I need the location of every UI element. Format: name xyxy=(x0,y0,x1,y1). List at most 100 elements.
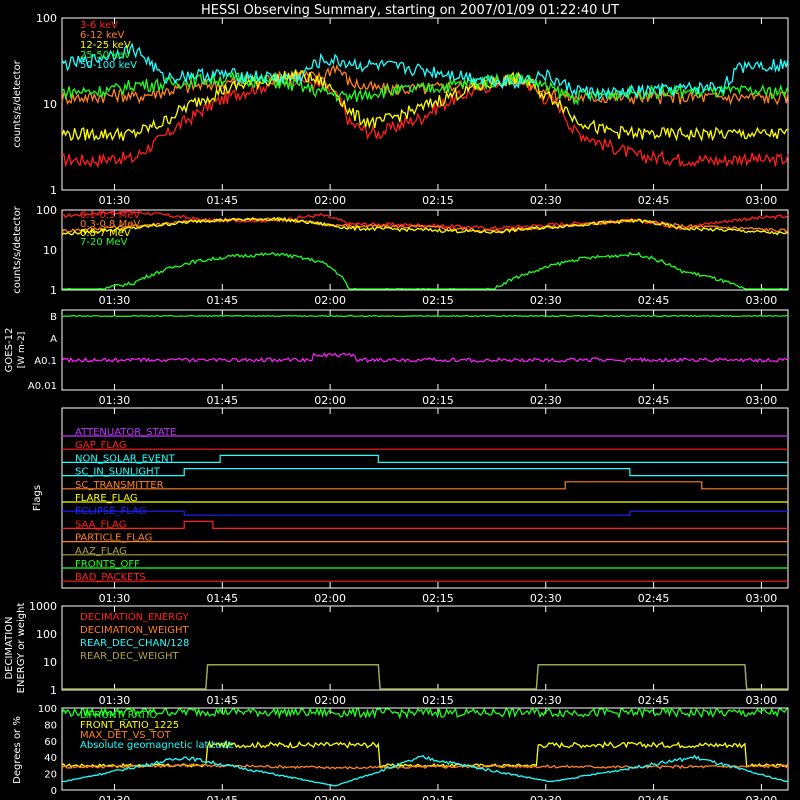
flag-label: AAZ_FLAG xyxy=(75,546,127,557)
panel-decim-ytick-label: 10 xyxy=(43,656,57,669)
panel-low-ytick-label: 1 xyxy=(50,184,57,197)
flag-label: SC_TRANSMITTER xyxy=(75,480,164,491)
flag-line xyxy=(62,481,788,490)
panel-high-xtick-label: 02:00 xyxy=(314,294,346,307)
panel-flags-xtick-label: 02:45 xyxy=(638,592,670,605)
panel-high-series-line xyxy=(61,216,789,236)
panel-low-xtick-label: 02:00 xyxy=(314,194,346,207)
panel-low-ytick-label: 10 xyxy=(43,98,57,111)
panel-decim-ylabel: DECIMATION xyxy=(4,616,15,679)
panel-low-frame xyxy=(61,17,789,191)
panel-decim-ylabel-2: ENERGY or weight xyxy=(16,603,27,694)
flag-label: NON_SOLAR_EVENT xyxy=(75,453,176,464)
flag-label: FLARE_FLAG xyxy=(75,493,138,504)
panel-high-ytick-label: 1 xyxy=(50,284,57,297)
panel-flags-xtick-label: 02:00 xyxy=(314,592,346,605)
panel-ratio-xtick-label: 03:00 xyxy=(746,794,778,800)
panel-high-ytick-label: 10 xyxy=(43,244,57,257)
panel-ratio-series-line xyxy=(61,740,789,768)
panel-decim-legend-entry: REAR_DEC_WEIGHT xyxy=(80,651,179,662)
panel-high-ylabel: counts/s/detector xyxy=(12,205,23,293)
panel-ratio-legend-entry: Absolute geomagnetic latitude xyxy=(80,740,234,751)
panel-flags-xtick-label: 02:30 xyxy=(530,592,562,605)
panel-high-series-line xyxy=(61,210,789,231)
panel-ratio-series-line xyxy=(61,754,789,787)
panel-high-xtick-label: 03:00 xyxy=(746,294,778,307)
panel-ratio-xtick-label: 02:45 xyxy=(638,794,670,800)
panel-goes-xtick-label: 01:45 xyxy=(206,394,238,407)
panel-goes-frame xyxy=(61,309,789,391)
panel-ratio-xtick-label: 02:30 xyxy=(530,794,562,800)
panel-decim-legend-entry: DECIMATION_ENERGY xyxy=(80,612,189,623)
panel-decim-ytick-label: 100 xyxy=(36,628,57,641)
flag-label: GAP_FLAG xyxy=(75,440,127,451)
panel-decim-xtick-label: 01:30 xyxy=(99,694,131,707)
panel-low-legend-entry: 25-50 keV xyxy=(80,50,131,61)
panel-high-legend-entry: 0.8-7 MeV xyxy=(80,228,131,239)
panel-goes-xtick-label: 02:15 xyxy=(422,394,454,407)
panel-low-series-line xyxy=(61,42,789,101)
panel-goes-ylabel: GOES-12 xyxy=(4,328,15,373)
flag-line xyxy=(62,510,788,516)
panel-ratio-xtick-label: 02:15 xyxy=(422,794,454,800)
panel-goes-series-line xyxy=(61,352,789,364)
panel-ratio-ytick-label: 0 xyxy=(51,786,57,797)
flag-label: SC_IN_SUNLIGHT xyxy=(75,467,161,478)
panel-decim-xtick-label: 02:00 xyxy=(314,694,346,707)
panel-ratio-xtick-label: 01:45 xyxy=(206,794,238,800)
panel-high-xtick-label: 01:30 xyxy=(99,294,131,307)
panel-decim-legend-entry: DECIMATION_WEIGHT xyxy=(80,625,189,636)
panel-ratio-xtick-label: 01:30 xyxy=(99,794,131,800)
flag-line xyxy=(62,454,788,463)
panel-high-series-line xyxy=(62,251,789,290)
panel-goes-xtick-label: 02:00 xyxy=(314,394,346,407)
chart-title: HESSI Observing Summary, starting on 200… xyxy=(201,3,619,18)
panel-decim-xtick-label: 02:45 xyxy=(638,694,670,707)
flag-label: PARTICLE_FLAG xyxy=(75,533,152,544)
panel-decim-xtick-label: 01:45 xyxy=(206,694,238,707)
panel-low-ylabel: counts/s/detector xyxy=(12,59,23,147)
panel-ratio-ytick-label: 20 xyxy=(44,770,57,781)
panel-goes-xtick-label: 03:00 xyxy=(746,394,778,407)
panel-flags-xtick-label: 01:45 xyxy=(206,592,238,605)
panel-goes-ytick-label: A0.01 xyxy=(28,381,57,392)
panel-goes-xtick-label: 02:30 xyxy=(530,394,562,407)
panel-ratio-series-line xyxy=(61,763,789,770)
panel-decim-legend-entry: REAR_DEC_CHAN/128 xyxy=(80,638,189,649)
panel-high-xtick-label: 02:45 xyxy=(638,294,670,307)
panel-high-xtick-label: 02:15 xyxy=(422,294,454,307)
panel-ratio-ytick-label: 40 xyxy=(44,753,57,764)
panel-goes-ytick-label: A0.1 xyxy=(34,356,57,367)
panel-ratio-ytick-label: 80 xyxy=(44,720,57,731)
panel-high-xtick-label: 01:45 xyxy=(206,294,238,307)
panel-goes-ylabel-units: [W m-2] xyxy=(17,332,27,369)
panel-ratio-legend-entry: FRONT_RATIO_1225 xyxy=(80,720,179,731)
panel-ratio-ytick-label: 60 xyxy=(44,737,57,748)
panel-low-xtick-label: 02:45 xyxy=(638,194,670,207)
panel-low-legend-entry: 50-100 keV xyxy=(80,60,137,71)
panel-ratio-series-line xyxy=(61,706,789,720)
panel-low-legend-entry: 3-6 keV xyxy=(80,20,118,31)
flag-line xyxy=(62,468,788,477)
panel-ratio-xtick-label: 02:00 xyxy=(314,794,346,800)
panel-decim-ytick-label: 1 xyxy=(50,684,57,697)
panel-flags-ylabel: Flags xyxy=(32,485,43,511)
panel-high-frame xyxy=(61,209,789,291)
panel-low-xtick-label: 03:00 xyxy=(746,194,778,207)
panel-high-ytick-label: 100 xyxy=(36,204,57,217)
flag-line xyxy=(62,520,788,529)
panel-ratio-ytick-label: 100 xyxy=(38,704,57,715)
panel-decim-xtick-label: 02:30 xyxy=(530,694,562,707)
flag-label: SAA_FLAG xyxy=(75,519,126,530)
panel-low-ytick-label: 100 xyxy=(36,12,57,25)
panel-high-legend-entry: 0.3-0.8 MeV xyxy=(80,219,140,230)
panel-goes-xtick-label: 01:30 xyxy=(99,394,131,407)
flag-label: FRONTS_OFF xyxy=(75,559,140,570)
panel-goes-ytick-label: A xyxy=(50,334,57,345)
panel-flags-xtick-label: 02:15 xyxy=(422,592,454,605)
panel-decim-series-line xyxy=(62,664,788,690)
panel-flags-xtick-label: 03:00 xyxy=(746,592,778,605)
panel-low-xtick-label: 01:45 xyxy=(206,194,238,207)
panel-low-series-line xyxy=(61,72,789,169)
